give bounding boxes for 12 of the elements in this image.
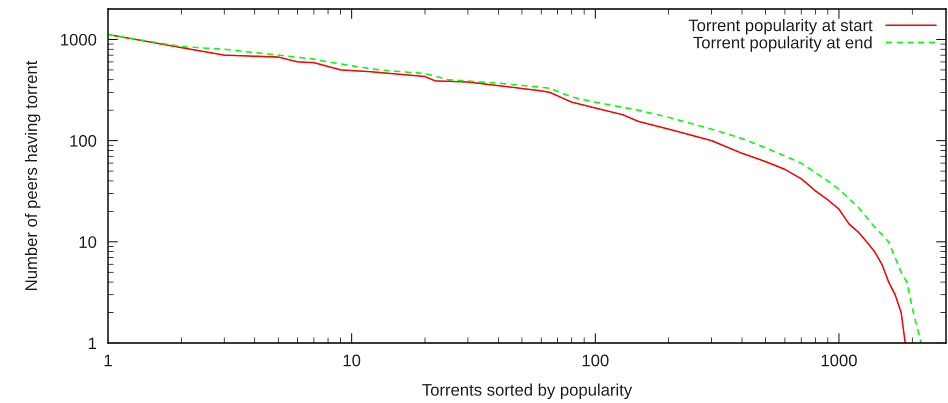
- x-tick-label: 100: [582, 354, 609, 366]
- legend-label: Torrent popularity at start: [688, 19, 873, 35]
- y-tick-label: 10: [80, 236, 96, 248]
- x-axis-title: Torrents sorted by popularity: [422, 384, 632, 400]
- x-tick-label: 1000: [822, 354, 857, 366]
- y-tick-label: 1: [88, 338, 96, 350]
- legend-label: Torrent popularity at end: [693, 36, 872, 52]
- y-axis-title: Number of peers having torrent: [24, 60, 40, 290]
- x-tick-label: 1: [104, 354, 112, 366]
- x-tick-label: 10: [344, 354, 360, 366]
- y-tick-label: 100: [70, 135, 96, 147]
- y-tick-label: 1000: [61, 34, 96, 46]
